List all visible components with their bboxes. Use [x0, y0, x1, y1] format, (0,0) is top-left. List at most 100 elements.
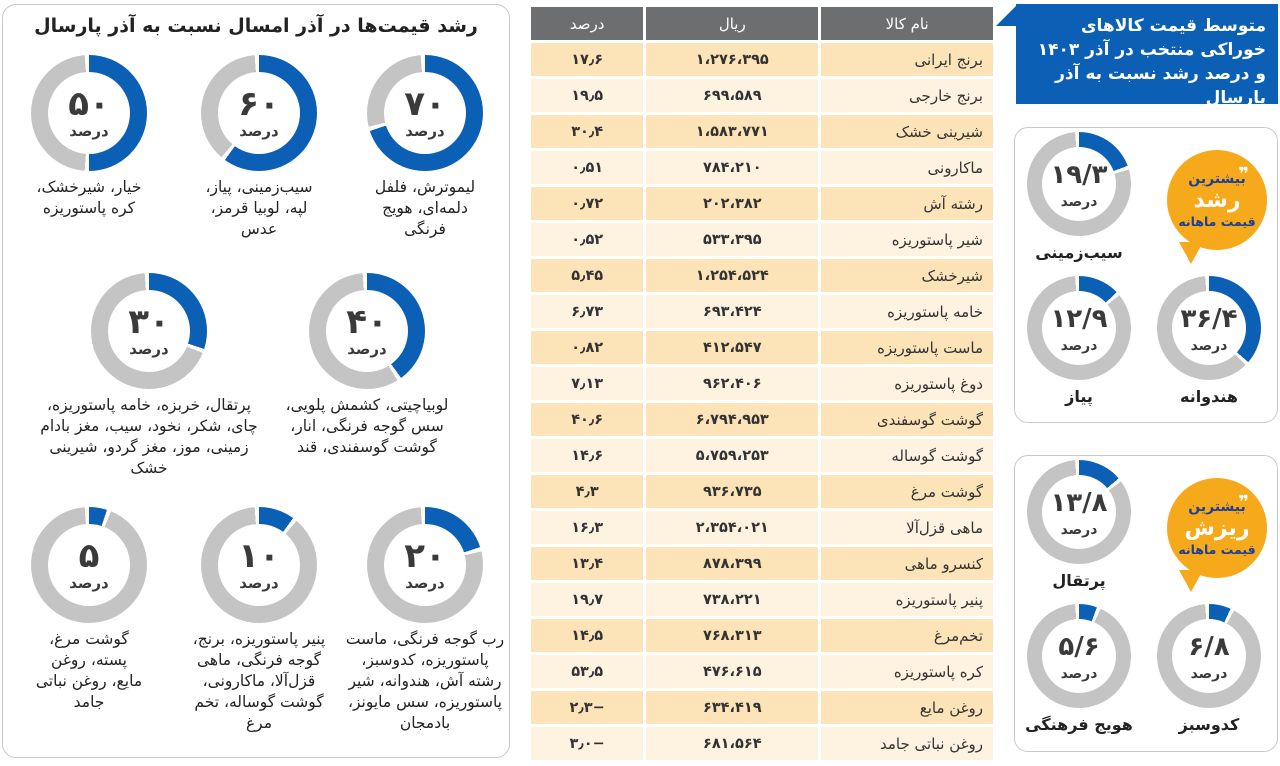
- highest-rise-panel: ۱۹/۳ درصد سیب‌زمینی ۳۶/۴ درصد هندوانه ۱۲/۹ درصد…: [1014, 127, 1278, 423]
- cell-name: گوشت گوساله: [821, 439, 993, 472]
- cell-name: برنج خارجی: [821, 79, 993, 112]
- donut-label: کدوسبز: [1178, 715, 1240, 734]
- donut-ring: ۳۶/۴ درصد: [1157, 276, 1261, 380]
- donut-center: ۱۲/۹ درصد: [1042, 291, 1116, 365]
- donut-chart: ۵ درصد گوشت مرغ، پسته، روغن مایع، روغن نبا…: [29, 507, 149, 713]
- cell-name: کنسرو ماهی: [821, 547, 993, 580]
- donut-unit: درصد: [405, 574, 445, 592]
- cell-percent: ۱۷٫۶: [531, 43, 644, 76]
- table-row: کنسرو ماهی ۸۷۸،۳۹۹ ۱۳٫۴: [531, 547, 993, 580]
- table-row: روغن مایع ۶۳۴،۴۱۹ −۲٫۳: [531, 691, 993, 724]
- cell-rial: ۴۱۲،۵۴۷: [646, 331, 819, 364]
- donut-label: پرتقال، خربزه، خامه پاستوریزه، چای، شکر،…: [40, 396, 258, 477]
- table-row: پنیر پاستوریزه ۷۳۸،۲۲۱ ۱۹٫۷: [531, 583, 993, 616]
- cell-rial: ۹۳۶،۷۳۵: [646, 475, 819, 508]
- donut-center: ۵ درصد: [48, 524, 130, 606]
- cell-percent: ۴۰٫۶: [531, 403, 644, 436]
- table-row: کره پاستوریزه ۴۷۶،۶۱۵ ۵۳٫۵: [531, 655, 993, 688]
- donut-chart: ۱۳/۸ درصد پرتقال: [1023, 460, 1135, 591]
- cell-rial: ۱،۵۸۳،۷۷۱: [646, 115, 819, 148]
- cell-percent: ۱۶٫۳: [531, 511, 644, 544]
- donut-value: ۳۰: [128, 302, 170, 342]
- cell-percent: ۶٫۷۳: [531, 295, 644, 328]
- cell-percent: ۳۰٫۴: [531, 115, 644, 148]
- donut-value: ۵: [78, 536, 100, 576]
- table-row: شیر پاستوریزه ۵۳۳،۳۹۵ ۰٫۵۲: [531, 223, 993, 256]
- bubble-line3: قیمت ماهانه: [1178, 542, 1256, 557]
- cell-rial: ۶۹۹،۵۸۹: [646, 79, 819, 112]
- cell-percent: ۵۳٫۵: [531, 655, 644, 688]
- quote-icon: ❞: [1238, 492, 1249, 513]
- cell-percent: ۰٫۸۲: [531, 331, 644, 364]
- cell-name: روغن مایع: [821, 691, 993, 724]
- donut-unit: درصد: [1060, 522, 1098, 538]
- donut-chart: ۵۰ درصد خیار، شیرخشک، کره پاستوریزه: [29, 55, 149, 219]
- donut-label: گوشت مرغ، پسته، روغن مایع، روغن نباتی جا…: [35, 630, 143, 711]
- cell-name: رشته آش: [821, 187, 993, 220]
- table-row: شیرخشک ۱،۲۵۴،۵۲۴ ۵٫۴۵: [531, 259, 993, 292]
- donut-value: ۵۰: [68, 84, 110, 124]
- cell-rial: ۷۸۴،۲۱۰: [646, 151, 819, 184]
- cell-percent: ۰٫۵۲: [531, 223, 644, 256]
- cell-percent: ۱۳٫۴: [531, 547, 644, 580]
- donut-center: ۴۰ درصد: [326, 290, 408, 372]
- donut-value: ۱۹/۳: [1050, 160, 1108, 190]
- donut-chart: ۴۰ درصد لوبیاچیتی، کشمش پلویی، سس گوجه فرن…: [286, 273, 448, 458]
- donut-unit: درصد: [239, 574, 279, 592]
- donut-value: ۲۰: [404, 536, 446, 576]
- donut-unit: درصد: [129, 340, 169, 358]
- donut-value: ۳۶/۴: [1180, 304, 1238, 334]
- column-header-name: نام کالا: [821, 7, 993, 40]
- cell-percent: ۴٫۳: [531, 475, 644, 508]
- table-row: ماهی قزل‌آلا ۲،۳۵۴،۰۲۱ ۱۶٫۳: [531, 511, 993, 544]
- donut-label: رب گوجه فرنگی، ماست پاستوریزه، کدوسبز، ر…: [345, 630, 505, 732]
- callout-bubble: ❞ بیشترین ریزش قیمت ماهانه: [1167, 478, 1267, 578]
- donut-value: ۱۰: [238, 536, 280, 576]
- donut-ring: ۶/۸ درصد: [1157, 604, 1261, 708]
- headline-pointer: [996, 4, 1018, 26]
- donut-label: سیب‌زمینی، پیاز، لپه، لوبیا قرمز، عدس: [205, 178, 313, 238]
- donut-chart: ۷۰ درصد لیموترش، فلفل دلمه‌ای، هویج فرنگی: [365, 55, 485, 240]
- table-row: تخم‌مرغ ۷۶۸،۳۱۳ ۱۴٫۵: [531, 619, 993, 652]
- bubble-tail: [1179, 242, 1203, 264]
- donut-label: هندوانه: [1179, 387, 1238, 406]
- cell-percent: ۰٫۷۲: [531, 187, 644, 220]
- table-row: برنج خارجی ۶۹۹،۵۸۹ ۱۹٫۵: [531, 79, 993, 112]
- donut-center: ۷۰ درصد: [384, 72, 466, 154]
- cell-name: کره پاستوریزه: [821, 655, 993, 688]
- donut-center: ۶/۸ درصد: [1172, 619, 1246, 693]
- cell-name: ماست پاستوریزه: [821, 331, 993, 364]
- cell-name: گوشت گوسفندی: [821, 403, 993, 436]
- donut-ring: ۴۰ درصد: [309, 273, 425, 389]
- donut-label: لیموترش، فلفل دلمه‌ای، هویج فرنگی: [374, 178, 476, 238]
- cell-percent: ۰٫۵۱: [531, 151, 644, 184]
- donut-ring: ۵۰ درصد: [31, 55, 147, 171]
- donut-value: ۴۰: [346, 302, 388, 342]
- donut-unit: درصد: [69, 574, 109, 592]
- donut-label: پنیر پاستوریزه، برنج، گوجه فرنگی، ماهی ق…: [192, 630, 326, 732]
- donut-value: ۱۲/۹: [1050, 304, 1108, 334]
- cell-name: گوشت مرغ: [821, 475, 993, 508]
- donut-center: ۱۳/۸ درصد: [1042, 475, 1116, 549]
- donut-label: پیاز: [1065, 387, 1093, 406]
- callout-bubble: ❞ بیشترین رشد قیمت ماهانه: [1167, 150, 1267, 250]
- donut-chart: ۱۰ درصد پنیر پاستوریزه، برنج، گوجه فرنگی، …: [193, 507, 325, 734]
- table-row: برنج ایرانی ۱،۲۷۶،۳۹۵ ۱۷٫۶: [531, 43, 993, 76]
- donut-chart: ۱۹/۳ درصد سیب‌زمینی: [1023, 132, 1135, 263]
- cell-rial: ۲۰۲،۳۸۲: [646, 187, 819, 220]
- cell-name: پنیر پاستوریزه: [821, 583, 993, 616]
- table-row: خامه پاستوریزه ۶۹۳،۴۲۴ ۶٫۷۳: [531, 295, 993, 328]
- quote-icon: ❞: [1238, 164, 1249, 185]
- donut-unit: درصد: [1190, 666, 1228, 682]
- donut-unit: درصد: [1060, 338, 1098, 354]
- cell-rial: ۶۳۴،۴۱۹: [646, 691, 819, 724]
- donut-chart: ۳۶/۴ درصد هندوانه: [1153, 276, 1265, 407]
- headline-box: متوسط قیمت کالاهای خوراکی منتخب در آذر ۱…: [1016, 4, 1278, 108]
- donut-value: ۱۳/۸: [1050, 488, 1108, 518]
- cell-rial: ۶،۷۹۴،۹۵۳: [646, 403, 819, 436]
- donut-label: هویج فرهنگی: [1025, 715, 1133, 734]
- cell-rial: ۲،۳۵۴،۰۲۱: [646, 511, 819, 544]
- donut-value: ۷۰: [404, 84, 446, 124]
- cell-rial: ۵۳۳،۳۹۵: [646, 223, 819, 256]
- cell-name: شیرخشک: [821, 259, 993, 292]
